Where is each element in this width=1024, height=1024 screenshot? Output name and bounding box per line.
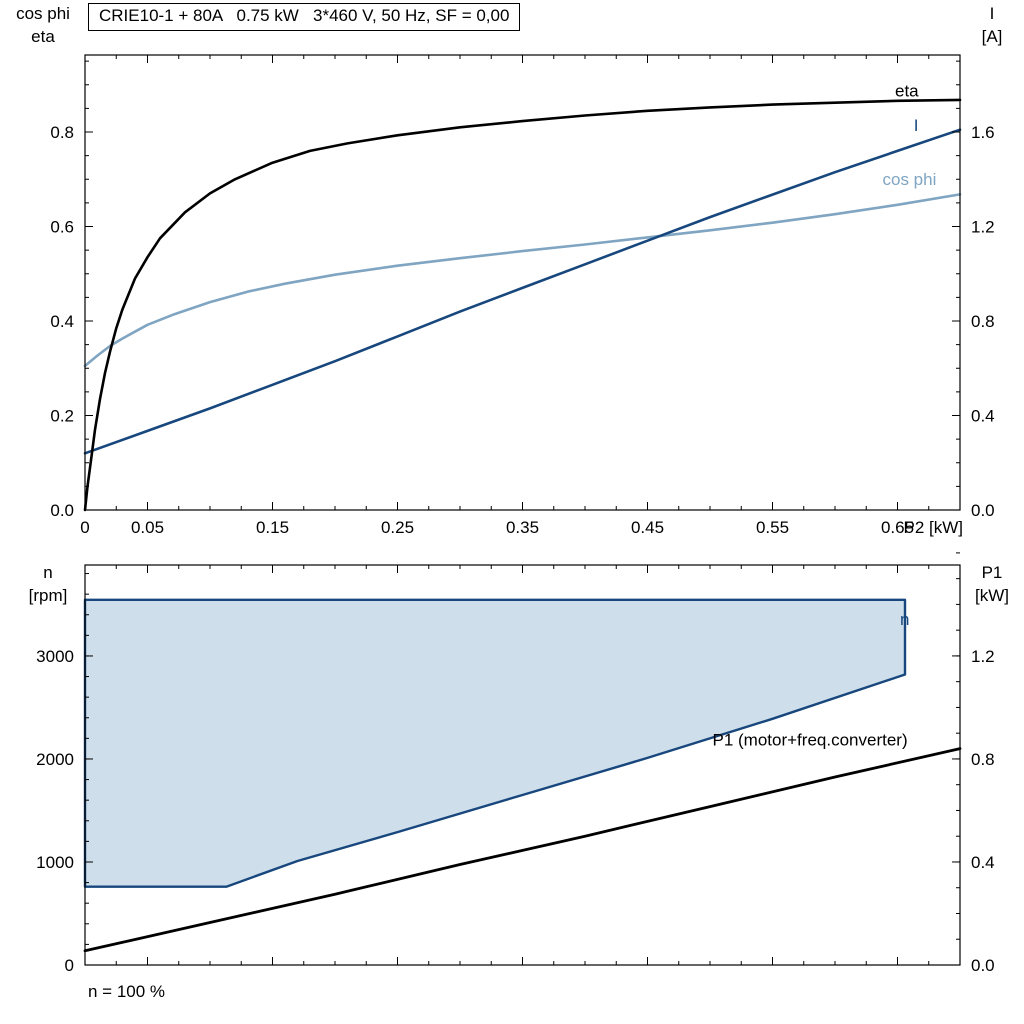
y-right-tick-label: 0.4 (971, 853, 995, 872)
axis-title-p1: P1 (981, 563, 1003, 582)
eta-curve (83, 98, 962, 512)
y-left-tick-label: 0.6 (50, 218, 74, 237)
y-right-tick-label: 0.8 (971, 750, 995, 769)
chart-title: CRIE10-1 + 80A 0.75 kW 3*460 V, 50 Hz, S… (88, 3, 521, 31)
x-axis-unit-label: P2 [kW] (903, 518, 963, 537)
speed-footnote: n = 100 % (88, 982, 166, 1001)
axis-title-eta: eta (31, 27, 55, 46)
x-tick-label: 0.65 (881, 518, 914, 537)
y-left-tick-label: 3000 (36, 647, 74, 666)
y-left-tick-label: 0.8 (50, 123, 74, 142)
y-left-tick-label: 0.2 (50, 407, 74, 426)
axis-title-cos-phi: cos phi (16, 4, 70, 23)
axis-title-current-unit: [A] (981, 27, 1003, 46)
x-tick-label: 0.35 (506, 518, 539, 537)
bottom-chart-left-axis-title: n [rpm] (16, 561, 80, 607)
axis-title-speed: n (43, 563, 53, 582)
axis-title-current: I (989, 4, 995, 23)
y-left-tick-label: 1000 (36, 853, 74, 872)
y-right-tick-label: 0.0 (971, 956, 995, 975)
y-right-tick-label: 0.8 (971, 312, 995, 331)
n-curve-label: n (900, 610, 909, 629)
y-right-tick-label: 1.2 (971, 218, 995, 237)
p1-motor-freq-converter-curve (83, 747, 962, 953)
top-chart-left-axis-title: cos phi eta (4, 2, 82, 48)
y-left-tick-label: 0 (65, 956, 74, 975)
x-tick-label: 0.45 (631, 518, 664, 537)
y-right-tick-label: 0.0 (971, 501, 995, 520)
plot-border (84, 54, 961, 511)
x-tick-label: 0.25 (381, 518, 414, 537)
y-right-tick-label: 1.2 (971, 647, 995, 666)
bottom-chart: 0 1000 2000 3000 0.0 0.4 0.8 1.2 P1 (motor+freq.… (36, 552, 995, 975)
x-tick-label: 0.15 (256, 518, 289, 537)
cos-phi-label: cos phi (883, 170, 937, 189)
axis-title-speed-unit: [rpm] (28, 586, 68, 605)
eta-label: eta (895, 82, 919, 101)
y-right-tick-label: 1.6 (971, 123, 995, 142)
cos-phi-curve (83, 193, 962, 368)
x-tick-label: 0.05 (131, 518, 164, 537)
p1-motor-freq-converter-label: P1 (motor+freq.converter) (713, 731, 908, 750)
y-left-tick-label: 0.0 (50, 501, 74, 520)
x-tick-label: 0.55 (756, 518, 789, 537)
n-operating-envelope (83, 598, 907, 888)
x-tick-label: 0 (80, 518, 89, 537)
i-curve (83, 128, 962, 455)
i-label: I (914, 116, 919, 135)
axis-title-p1-unit: [kW] (975, 586, 1009, 605)
y-left-tick-label: 0.4 (50, 312, 74, 331)
top-chart-right-axis-title: I [A] (964, 2, 1020, 48)
bottom-chart-right-axis-title: P1 [kW] (962, 561, 1022, 607)
y-left-tick-label: 2000 (36, 750, 74, 769)
y-right-tick-label: 0.4 (971, 407, 995, 426)
